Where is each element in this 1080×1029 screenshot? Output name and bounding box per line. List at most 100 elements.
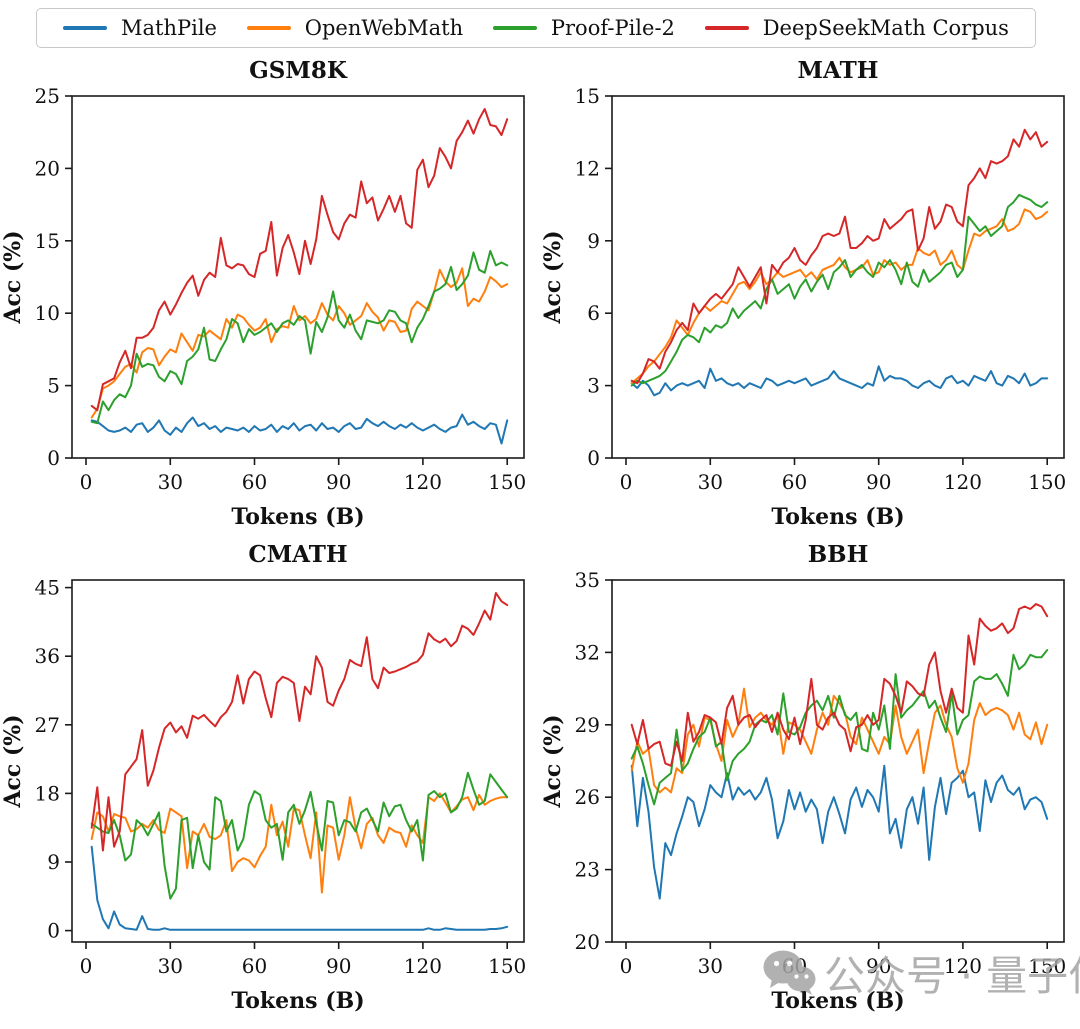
y-tick-label: 36 [35, 644, 60, 668]
x-tick-label: 90 [866, 954, 891, 978]
series-line-deepseekmath-corpus [630, 128, 1049, 385]
y-tick-label: 23 [575, 858, 600, 882]
chart-title: GSM8K [249, 57, 348, 84]
y-tick-label: 9 [587, 229, 600, 253]
y-tick-label: 26 [575, 785, 600, 809]
x-tick-label: 30 [158, 954, 183, 978]
chart-cmath-svg: CMATH 0 9 18 27 36 45 0 30 60 90 120 150 Tokens (B) Ac… [0, 541, 526, 1014]
chart-bbh: BBH 20 23 26 29 32 35 0 30 60 90 120 150 Tokens (B) Ac… [540, 534, 1080, 1018]
x-tick-label: 90 [326, 470, 351, 494]
series-line-openwebmath [90, 267, 509, 419]
series-line-openwebmath [630, 208, 1049, 385]
series-line-mathpile [90, 413, 509, 445]
x-tick-label: 30 [698, 954, 723, 978]
x-tick-label: 60 [242, 954, 267, 978]
series-line-proof-pile-2 [630, 193, 1049, 387]
y-tick-label: 0 [587, 446, 600, 470]
y-axis-label: Acc (%) [540, 230, 566, 324]
x-tick-label: 90 [326, 954, 351, 978]
x-tick-label: 120 [404, 470, 442, 494]
series-line-deepseekmath-corpus [90, 592, 509, 852]
legend-item-deepseekmath-corpus: DeepSeekMath Corpus [704, 16, 1009, 40]
legend-line-sample [704, 26, 749, 30]
x-axis-label: Tokens (B) [771, 504, 904, 530]
chart-cmath: CMATH 0 9 18 27 36 45 0 30 60 90 120 150 Tokens (B) Ac… [0, 534, 540, 1018]
y-tick-label: 29 [575, 713, 600, 737]
y-tick-label: 10 [35, 301, 60, 325]
x-tick-label: 150 [488, 954, 526, 978]
plot-frame [71, 95, 525, 459]
legend-label: DeepSeekMath Corpus [762, 16, 1009, 40]
y-tick-label: 27 [35, 713, 60, 737]
chart-title: CMATH [248, 541, 347, 568]
x-tick-label: 90 [866, 470, 891, 494]
legend-line-sample [246, 26, 291, 30]
y-tick-label: 25 [35, 84, 60, 108]
x-tick-label: 60 [242, 470, 267, 494]
series-line-deepseekmath-corpus [630, 603, 1049, 767]
x-tick-label: 60 [782, 954, 807, 978]
chart-math: MATH 0 3 6 9 12 15 0 30 60 90 120 150 Tokens (B) Acc (… [540, 50, 1080, 534]
x-tick-label: 120 [404, 954, 442, 978]
chart-bbh-svg: BBH 20 23 26 29 32 35 0 30 60 90 120 150 Tokens (B) Ac… [540, 541, 1066, 1014]
series-line-deepseekmath-corpus [90, 108, 509, 412]
y-axis-label: Acc (%) [0, 230, 26, 324]
x-axis-label: Tokens (B) [231, 504, 364, 530]
legend: MathPile OpenWebMath Proof-Pile-2 DeepSeekM… [36, 8, 1036, 48]
x-tick-label: 0 [620, 470, 633, 494]
y-tick-label: 0 [47, 446, 60, 470]
legend-label: MathPile [121, 16, 217, 40]
legend-item-proof-pile-2: Proof-Pile-2 [492, 16, 675, 40]
chart-gsm8k: GSM8K 0 5 10 15 20 25 0 30 60 90 120 150 Tokens (B) Ac… [0, 50, 540, 534]
y-tick-label: 15 [35, 229, 60, 253]
y-tick-label: 12 [575, 156, 600, 180]
series-line-openwebmath [90, 792, 509, 894]
y-axis-label: Acc (%) [540, 714, 566, 808]
charts-grid: GSM8K 0 5 10 15 20 25 0 30 60 90 120 150 Tokens (B) Ac… [0, 50, 1080, 1018]
series-line-mathpile [630, 764, 1049, 900]
legend-label: Proof-Pile-2 [550, 16, 675, 40]
y-tick-label: 20 [575, 930, 600, 954]
figure-page: MathPile OpenWebMath Proof-Pile-2 DeepSeekM… [0, 8, 1080, 1018]
x-tick-label: 30 [698, 470, 723, 494]
legend-line-sample [63, 26, 107, 30]
x-tick-label: 120 [944, 470, 982, 494]
x-tick-label: 0 [80, 470, 93, 494]
x-tick-label: 150 [488, 470, 526, 494]
series-line-openwebmath [630, 687, 1049, 794]
chart-title: BBH [808, 541, 869, 568]
y-tick-label: 18 [35, 781, 60, 805]
y-tick-label: 6 [587, 301, 600, 325]
plot-frame [71, 579, 525, 943]
y-tick-label: 3 [587, 374, 600, 398]
legend-item-openwebmath: OpenWebMath [246, 16, 464, 40]
series-line-proof-pile-2 [90, 249, 509, 425]
x-tick-label: 150 [1028, 470, 1066, 494]
x-tick-label: 0 [620, 954, 633, 978]
series-line-proof-pile-2 [90, 771, 509, 900]
series-line-proof-pile-2 [630, 649, 1049, 806]
y-tick-label: 35 [575, 568, 600, 592]
y-tick-label: 9 [47, 850, 60, 874]
y-tick-label: 45 [35, 576, 60, 600]
x-axis-label: Tokens (B) [231, 988, 364, 1014]
chart-title: MATH [798, 57, 879, 84]
legend-line-sample [492, 26, 537, 30]
y-axis-label: Acc (%) [0, 714, 26, 808]
plot-frame [611, 579, 1065, 943]
y-tick-label: 5 [47, 374, 60, 398]
chart-gsm8k-svg: GSM8K 0 5 10 15 20 25 0 30 60 90 120 150 Tokens (B) Ac… [0, 57, 526, 530]
series-line-mathpile [630, 365, 1049, 397]
x-tick-label: 120 [944, 954, 982, 978]
x-tick-label: 30 [158, 470, 183, 494]
x-axis-label: Tokens (B) [771, 988, 904, 1014]
x-tick-label: 150 [1028, 954, 1066, 978]
x-tick-label: 60 [782, 470, 807, 494]
y-tick-label: 32 [575, 640, 600, 664]
legend-label: OpenWebMath [304, 16, 464, 40]
x-tick-label: 0 [80, 954, 93, 978]
legend-item-mathpile: MathPile [63, 16, 217, 40]
y-tick-label: 0 [47, 919, 60, 943]
y-tick-label: 20 [35, 156, 60, 180]
